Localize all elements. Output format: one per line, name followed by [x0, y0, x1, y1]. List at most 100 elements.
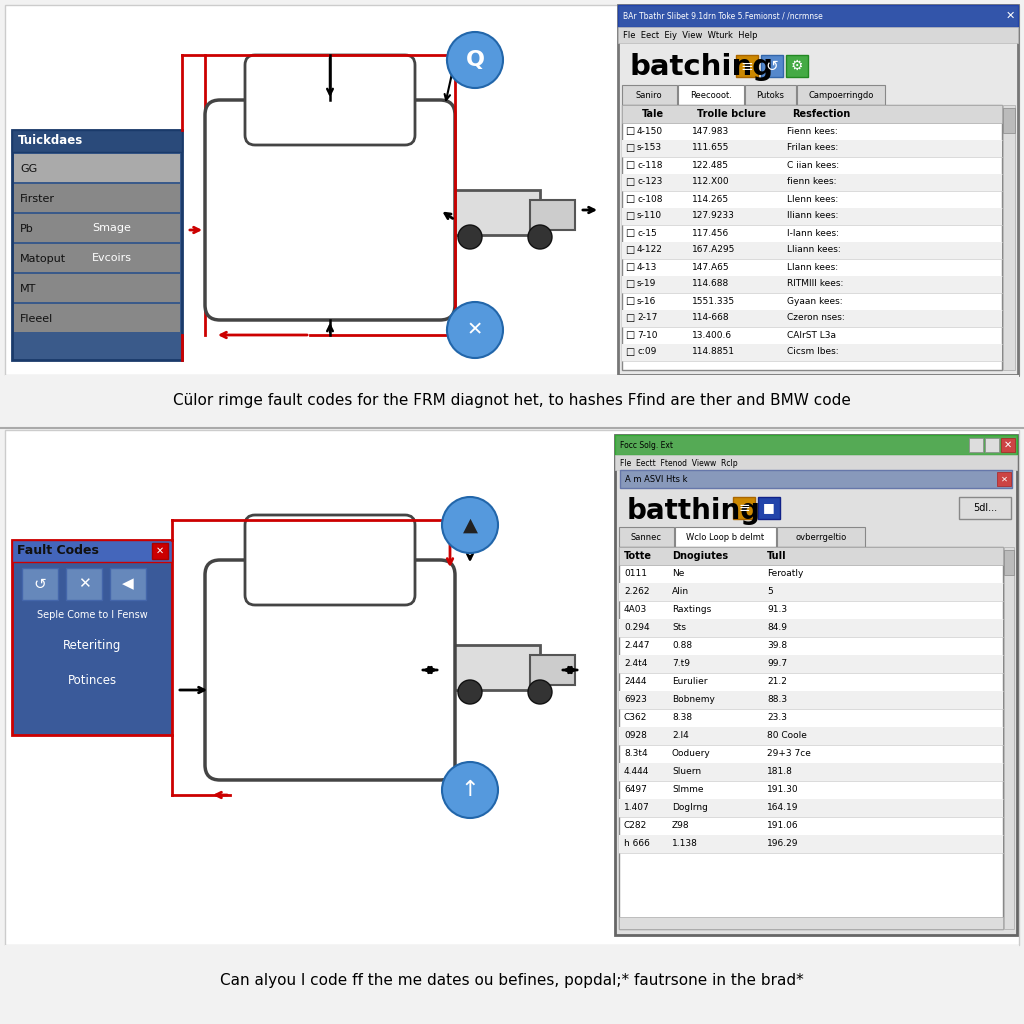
Text: 91.3: 91.3 [767, 605, 787, 614]
Text: 114.688: 114.688 [692, 280, 729, 289]
Text: Tuickdaes: Tuickdaes [18, 134, 83, 147]
FancyBboxPatch shape [445, 190, 540, 234]
Text: Cülor rimge fault codes for the FRM diagnot het, to hashes Ffind are ther and BM: Cülor rimge fault codes for the FRM diag… [173, 392, 851, 408]
Text: Bobnemy: Bobnemy [672, 695, 715, 705]
Text: Fle  Eect  Eiy  View  Wturk  Help: Fle Eect Eiy View Wturk Help [623, 31, 758, 40]
FancyBboxPatch shape [12, 540, 172, 562]
Text: 88.3: 88.3 [767, 695, 787, 705]
Text: s-19: s-19 [637, 280, 656, 289]
FancyBboxPatch shape [622, 242, 1002, 259]
Text: Doglrng: Doglrng [672, 804, 708, 812]
FancyBboxPatch shape [5, 375, 1019, 425]
Text: ◀: ◀ [122, 577, 134, 592]
Text: □: □ [625, 279, 634, 289]
Text: 114.8851: 114.8851 [692, 347, 735, 356]
FancyBboxPatch shape [618, 527, 674, 547]
FancyBboxPatch shape [530, 655, 575, 685]
Circle shape [442, 762, 498, 818]
Text: Q: Q [466, 50, 484, 70]
FancyBboxPatch shape [733, 497, 755, 519]
Text: c-123: c-123 [637, 177, 663, 186]
FancyBboxPatch shape [1004, 547, 1014, 929]
Text: 2444: 2444 [624, 678, 646, 686]
Text: Ooduery: Ooduery [672, 750, 711, 759]
Text: □: □ [625, 330, 634, 340]
FancyBboxPatch shape [618, 547, 1002, 929]
Text: ✕: ✕ [1004, 440, 1012, 450]
Text: 196.29: 196.29 [767, 840, 799, 849]
FancyBboxPatch shape [622, 344, 1002, 361]
FancyBboxPatch shape [618, 799, 1002, 817]
FancyBboxPatch shape [14, 214, 180, 242]
Text: c-15: c-15 [637, 228, 656, 238]
FancyBboxPatch shape [110, 568, 146, 600]
Text: 13.400.6: 13.400.6 [692, 331, 732, 340]
Text: Z98: Z98 [672, 821, 689, 830]
Circle shape [528, 680, 552, 705]
FancyBboxPatch shape [618, 547, 1002, 565]
Text: Slmme: Slmme [672, 785, 703, 795]
Text: 191.06: 191.06 [767, 821, 799, 830]
Text: h 666: h 666 [624, 840, 650, 849]
Circle shape [528, 225, 552, 249]
FancyBboxPatch shape [1002, 108, 1015, 133]
FancyBboxPatch shape [12, 130, 182, 360]
Text: ↑: ↑ [461, 780, 479, 800]
FancyBboxPatch shape [5, 430, 1019, 945]
Text: Smage: Smage [92, 223, 131, 233]
Text: 1551.335: 1551.335 [692, 297, 735, 305]
FancyBboxPatch shape [969, 438, 983, 452]
Circle shape [447, 32, 503, 88]
FancyBboxPatch shape [152, 543, 168, 559]
Text: 8.38: 8.38 [672, 714, 692, 723]
Text: Putoks: Putoks [756, 90, 784, 99]
Text: Fienn kees:: Fienn kees: [787, 127, 838, 135]
FancyBboxPatch shape [618, 727, 1002, 745]
Text: Saniro: Saniro [636, 90, 663, 99]
Text: 2.447: 2.447 [624, 641, 649, 650]
Text: 2-17: 2-17 [637, 313, 657, 323]
FancyBboxPatch shape [675, 527, 776, 547]
Text: □: □ [625, 228, 634, 238]
FancyBboxPatch shape [1002, 105, 1015, 370]
Text: Evcoirs: Evcoirs [92, 253, 132, 263]
FancyBboxPatch shape [618, 618, 1002, 637]
Text: □: □ [625, 194, 634, 204]
Circle shape [458, 680, 482, 705]
Text: GG: GG [20, 164, 37, 174]
FancyBboxPatch shape [245, 55, 415, 145]
Text: □: □ [625, 347, 634, 357]
Text: 7.t9: 7.t9 [672, 659, 690, 669]
FancyBboxPatch shape [14, 244, 180, 272]
FancyBboxPatch shape [618, 691, 1002, 709]
Text: 29+3 7ce: 29+3 7ce [767, 750, 811, 759]
Text: Fle  Eectt  Ftenod  Vieww  Rclp: Fle Eectt Ftenod Vieww Rclp [620, 459, 737, 468]
FancyBboxPatch shape [622, 310, 1002, 327]
FancyBboxPatch shape [66, 568, 102, 600]
Text: 84.9: 84.9 [767, 624, 787, 633]
Text: ↺: ↺ [766, 58, 778, 74]
Text: 6923: 6923 [624, 695, 647, 705]
Text: BAr Tbathr Slibet 9.1drn Toke 5.Femionst / /ncrmnse: BAr Tbathr Slibet 9.1drn Toke 5.Femionst… [623, 11, 822, 20]
Text: 147.983: 147.983 [692, 127, 729, 135]
Text: Sannec: Sannec [631, 532, 662, 542]
Text: Llann kees:: Llann kees: [787, 262, 838, 271]
Text: 0.88: 0.88 [672, 641, 692, 650]
Text: 117.456: 117.456 [692, 228, 729, 238]
Text: 114-668: 114-668 [692, 313, 730, 323]
Text: 0111: 0111 [624, 569, 647, 579]
FancyBboxPatch shape [205, 560, 455, 780]
Text: □: □ [625, 126, 634, 136]
Text: 147.A65: 147.A65 [692, 262, 730, 271]
Text: □: □ [625, 177, 634, 187]
Text: Resfection: Resfection [792, 109, 850, 119]
Text: s-16: s-16 [637, 297, 656, 305]
FancyBboxPatch shape [14, 154, 180, 182]
Text: Sts: Sts [672, 624, 686, 633]
Text: c:09: c:09 [637, 347, 656, 356]
Text: Fleeel: Fleeel [20, 314, 53, 324]
Text: Eurulier: Eurulier [672, 678, 708, 686]
Text: Campoerringdo: Campoerringdo [808, 90, 873, 99]
Text: 6497: 6497 [624, 785, 647, 795]
Text: 181.8: 181.8 [767, 768, 793, 776]
